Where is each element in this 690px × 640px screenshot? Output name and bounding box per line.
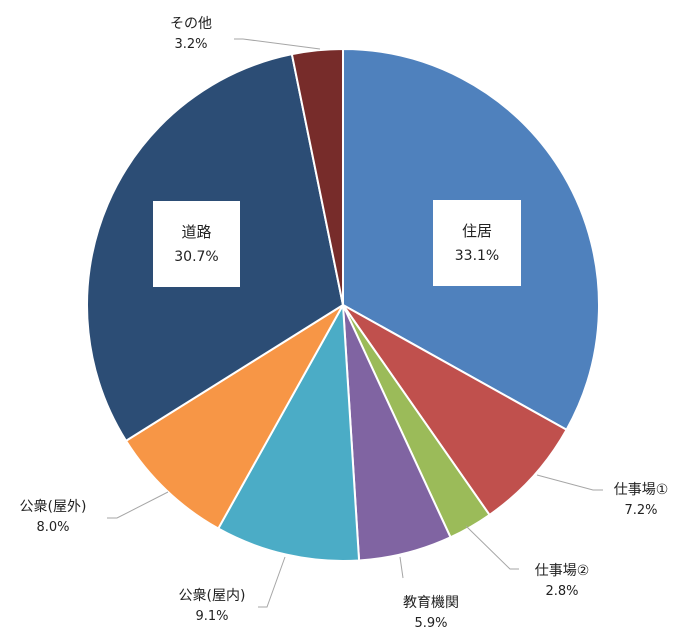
slice-name-label: 公衆(屋内) <box>179 588 246 604</box>
leader-line <box>258 556 286 608</box>
slice-value-label: 5.9% <box>414 616 447 631</box>
leader-line <box>399 556 404 579</box>
slice-name-label: 道路 <box>181 223 211 241</box>
pie-slice <box>342 304 568 516</box>
slice-name-label: 教育機関 <box>403 595 459 611</box>
slice-name-label: 住居 <box>462 222 492 240</box>
slice-value-label: 8.0% <box>36 520 69 535</box>
slice-value-label: 2.8% <box>545 584 578 599</box>
leader-line <box>234 38 321 50</box>
pie-slice <box>290 48 344 306</box>
data-label-box <box>153 201 240 287</box>
slice-value-label: 33.1% <box>455 248 499 264</box>
leader-line <box>465 525 519 570</box>
slice-name-label: 公衆(屋外) <box>20 499 87 515</box>
slice-value-label: 30.7% <box>174 249 218 265</box>
leader-line <box>107 491 169 519</box>
slice-value-label: 3.2% <box>174 37 207 52</box>
slice-labels: 住居 33.1% 仕事場① 7.2% 仕事場② 2.8% 教育機関 5.9% 公衆(屋内) 9.1… <box>20 16 669 631</box>
pie-slice <box>124 304 344 530</box>
slice-name-label: その他 <box>170 16 212 32</box>
slice-value-label: 9.1% <box>195 609 228 624</box>
slice-value-label: 7.2% <box>624 503 657 518</box>
leader-line <box>536 474 603 491</box>
slice-name-label: 仕事場② <box>535 563 590 579</box>
leader-lines <box>107 38 603 608</box>
data-label-box <box>433 200 521 286</box>
pie-slices <box>85 48 600 562</box>
slice-name-label: 仕事場① <box>614 482 669 498</box>
pie-slice <box>217 304 361 562</box>
